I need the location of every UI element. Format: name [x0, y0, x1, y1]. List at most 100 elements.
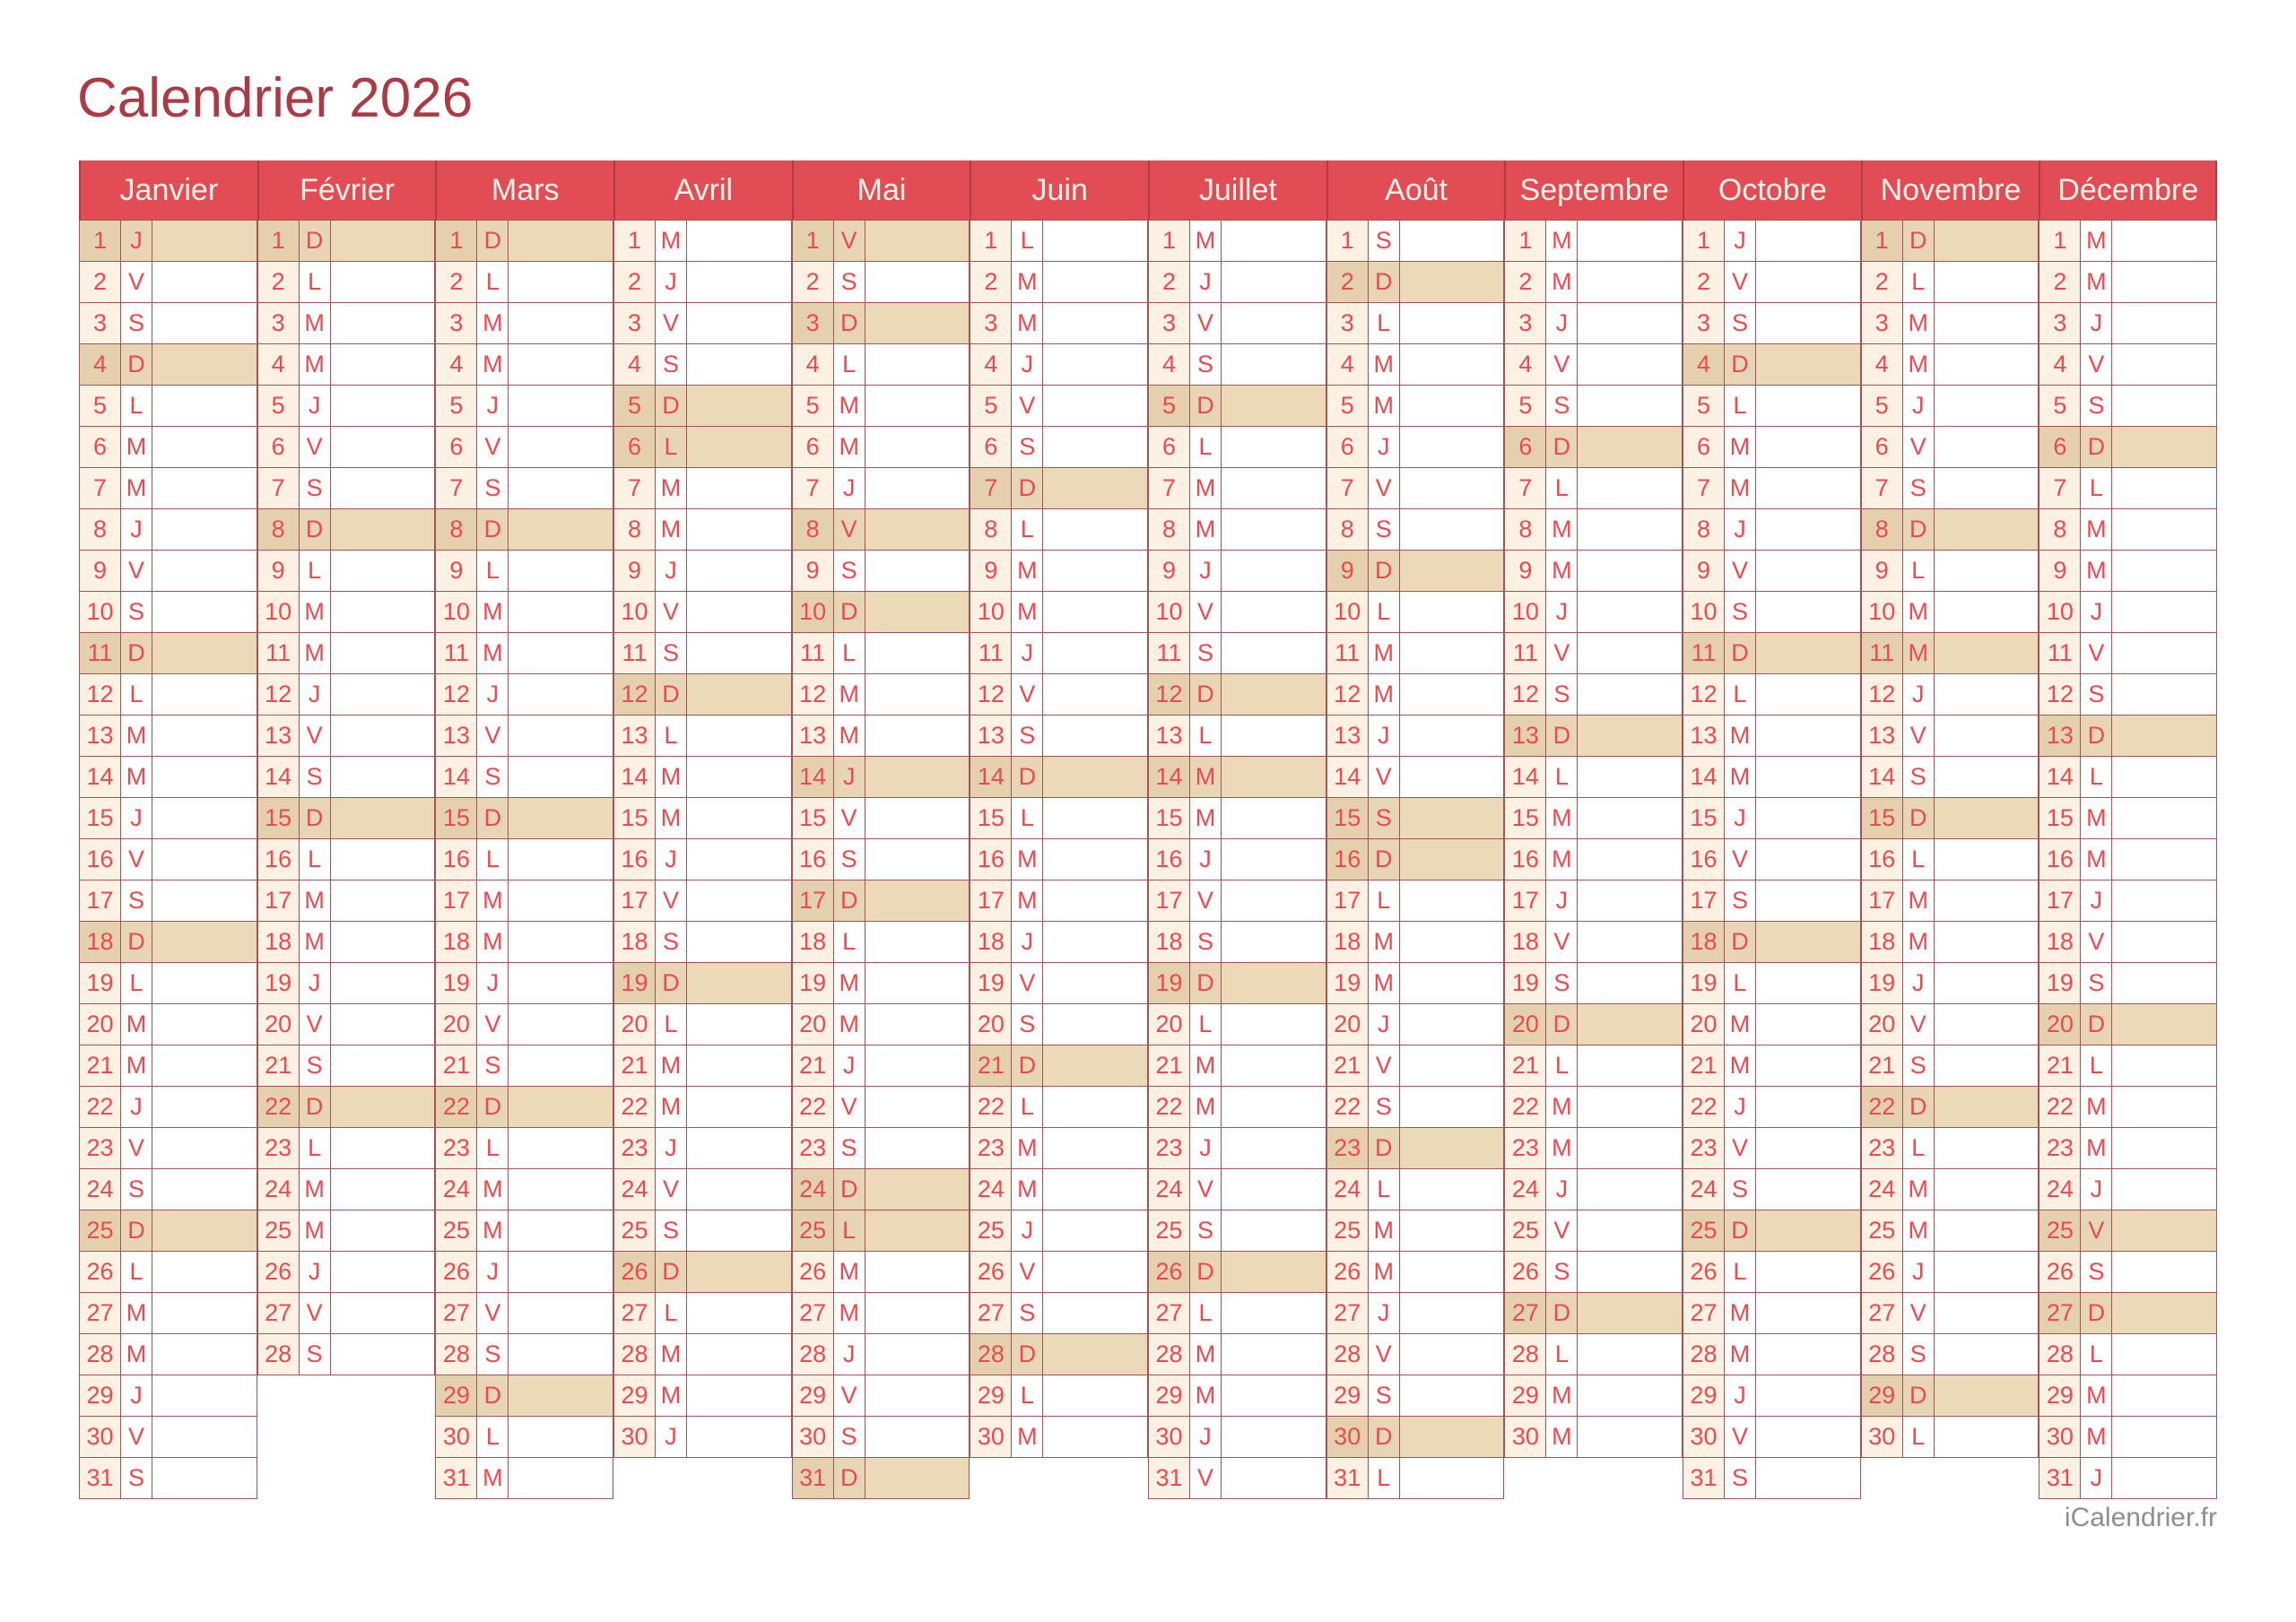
day-letter-cell: J — [1368, 716, 1400, 756]
day-blank-cell — [2112, 1045, 2218, 1086]
day-number-cell: 9 — [614, 551, 657, 591]
day-blank-cell — [1222, 1252, 1326, 1292]
day-row: 22 D — [435, 1087, 614, 1128]
day-blank-cell — [1578, 798, 1683, 838]
day-row: 28 J — [791, 1334, 970, 1375]
day-number-cell: 23 — [436, 1128, 478, 1168]
day-letter-cell: L — [2081, 757, 2113, 797]
day-letter-cell: D — [121, 1210, 152, 1251]
day-row: 26 L — [79, 1252, 257, 1293]
day-row: 20 L — [613, 1004, 792, 1045]
day-letter-cell: L — [2081, 468, 2113, 508]
day-blank-cell — [1578, 839, 1683, 880]
day-row: 24 M — [257, 1169, 436, 1210]
day-number-cell: 2 — [436, 262, 478, 302]
day-blank-cell — [865, 386, 970, 426]
day-letter-cell: V — [1012, 963, 1044, 1003]
day-letter-cell: J — [299, 386, 331, 426]
day-number-cell: 10 — [614, 592, 657, 632]
day-number-cell: 14 — [1861, 757, 1903, 797]
day-blank-cell — [1222, 1210, 1326, 1251]
day-row: 27 L — [613, 1293, 792, 1334]
day-number-cell: 12 — [970, 674, 1013, 715]
day-blank-cell — [687, 757, 792, 797]
day-number-cell: 4 — [792, 344, 834, 385]
day-number-cell: 29 — [436, 1375, 478, 1416]
day-letter-cell: J — [121, 1375, 152, 1416]
day-number-cell: 23 — [792, 1128, 834, 1168]
day-number-cell: 31 — [1149, 1458, 1191, 1498]
day-letter-cell: L — [1546, 1334, 1578, 1375]
day-number-cell: 21 — [257, 1045, 300, 1086]
day-row: 29 L — [970, 1375, 1149, 1417]
day-blank-cell — [2112, 1210, 2218, 1251]
day-blank-cell — [1934, 262, 2039, 302]
day-row: 29 M — [613, 1375, 792, 1417]
day-row: 12 J — [257, 674, 436, 716]
day-letter-cell: L — [833, 922, 865, 962]
day-row: 17 M — [1860, 880, 2039, 922]
day-number-cell: 27 — [792, 1293, 834, 1333]
day-number-cell: 30 — [614, 1417, 657, 1457]
day-blank-cell — [1578, 1210, 1683, 1251]
day-blank-cell — [1756, 716, 1861, 756]
day-row: 24 S — [79, 1169, 257, 1210]
day-letter-cell: S — [2081, 1252, 2113, 1292]
day-blank-cell — [330, 839, 436, 880]
day-blank-cell — [152, 798, 257, 838]
month-header: Octobre — [1683, 160, 1861, 220]
day-row: 17 J — [2039, 880, 2218, 922]
day-number-cell: 26 — [970, 1252, 1013, 1292]
day-number-cell: 20 — [614, 1004, 657, 1045]
day-number-cell: 10 — [1505, 592, 1547, 632]
day-letter-cell: V — [299, 427, 331, 467]
day-row: 24 V — [613, 1169, 792, 1210]
day-number-cell: 25 — [1861, 1210, 1903, 1251]
day-number-cell: 5 — [614, 386, 657, 426]
day-letter-cell: M — [1546, 1417, 1578, 1457]
day-letter-cell: S — [1190, 633, 1222, 673]
day-blank-cell — [509, 1004, 614, 1045]
day-letter-cell: M — [1012, 1417, 1044, 1457]
month-days: 1 M 2 M 3 J 4 V 5 S 6 D 7 L 8 M 9 M 10 J 11 V 12 S 13 D 14 L 15 M 16 M 1… — [1504, 220, 1683, 1458]
day-blank-cell — [1043, 592, 1149, 632]
day-row: 14 L — [2039, 757, 2218, 798]
day-number-cell: 18 — [2039, 922, 2082, 962]
day-number-cell: 27 — [436, 1293, 478, 1333]
day-blank-cell — [1578, 1087, 1683, 1127]
day-letter-cell: S — [1546, 963, 1578, 1003]
day-row: 29 M — [1504, 1375, 1683, 1417]
day-number-cell: 21 — [1149, 1045, 1191, 1086]
day-row: 17 M — [970, 880, 1149, 922]
day-row: 18 M — [257, 922, 436, 963]
day-blank-cell — [152, 1417, 257, 1457]
day-blank-cell — [2112, 798, 2218, 838]
day-blank-cell — [1578, 1128, 1683, 1168]
day-letter-cell: M — [1012, 592, 1044, 632]
day-number-cell: 28 — [1326, 1334, 1369, 1375]
day-number-cell: 10 — [80, 592, 121, 632]
day-letter-cell: V — [2081, 344, 2113, 385]
day-letter-cell: D — [656, 963, 688, 1003]
day-letter-cell: M — [656, 509, 688, 550]
day-letter-cell: D — [1012, 1045, 1044, 1086]
day-row: 27 D — [2039, 1293, 2218, 1334]
day-letter-cell: J — [833, 757, 865, 797]
day-row: 17 L — [1326, 880, 1505, 922]
day-number-cell: 1 — [1326, 221, 1369, 261]
day-row: 18 J — [970, 922, 1149, 963]
day-number-cell: 26 — [80, 1252, 121, 1292]
day-number-cell: 28 — [1683, 1334, 1726, 1375]
day-blank-cell — [152, 839, 257, 880]
day-number-cell: 11 — [436, 633, 478, 673]
day-letter-cell: V — [1190, 880, 1222, 921]
day-blank-cell — [1222, 880, 1326, 921]
day-row: 26 M — [791, 1252, 970, 1293]
day-letter-cell: M — [477, 1210, 509, 1251]
